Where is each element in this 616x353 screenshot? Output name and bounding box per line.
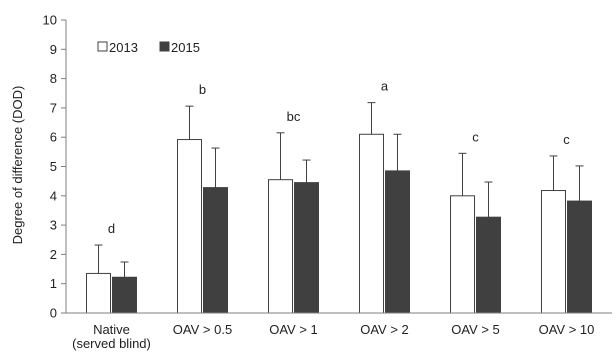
bar-series: d b bc a c c <box>86 79 592 314</box>
x-tick-label: OAV > 0.5 <box>173 322 232 337</box>
bar-2015 <box>294 182 319 314</box>
legend-label: 2015 <box>171 40 200 55</box>
bar-2013 <box>359 133 384 314</box>
bar-2015 <box>203 187 228 314</box>
legend: 2013 2015 <box>97 40 200 55</box>
y-tick-label: 9 <box>50 42 57 57</box>
y-tick-label: 1 <box>50 276 57 291</box>
bar-2013 <box>541 190 566 314</box>
y-tick-label: 7 <box>50 100 57 115</box>
legend-swatch-2013 <box>97 41 108 52</box>
bar-2015 <box>567 200 592 314</box>
bar-2015 <box>476 216 501 314</box>
x-tick-label: OAV > 2 <box>360 322 409 337</box>
y-tick-label: 8 <box>50 71 57 86</box>
x-axis: Native(served blind) OAV > 0.5 OAV > 1 OAV … <box>66 312 612 351</box>
bar-2013 <box>268 179 293 314</box>
bar-2015 <box>112 276 137 314</box>
y-tick-label: 2 <box>50 247 57 262</box>
x-tick-label: OAV > 5 <box>451 322 500 337</box>
x-tick-label: (served blind) <box>72 336 151 351</box>
y-tick-label: 10 <box>43 13 57 28</box>
y-tick-label: 0 <box>50 306 57 321</box>
y-tick-label: 5 <box>50 159 57 174</box>
y-axis-title: Degree of difference (DOD) <box>10 86 25 245</box>
bar-2013 <box>86 272 111 314</box>
y-tick-label: 6 <box>50 130 57 145</box>
legend-swatch-2015 <box>159 41 170 52</box>
x-tick-label: OAV > 1 <box>269 322 318 337</box>
significance-label: d <box>108 221 115 236</box>
bar-2013 <box>450 195 475 314</box>
y-tick-label: 4 <box>50 188 57 203</box>
y-axis: 0 1 2 3 4 5 6 7 8 9 10 <box>43 13 67 321</box>
significance-label: b <box>199 82 206 97</box>
significance-label: c <box>563 132 570 147</box>
bar-2013 <box>177 139 202 314</box>
bar-2015 <box>385 170 410 314</box>
y-tick-label: 3 <box>50 218 57 233</box>
significance-label: a <box>381 79 389 94</box>
significance-label: bc <box>287 109 301 124</box>
x-tick-label: Native <box>93 322 130 337</box>
x-tick-label: OAV > 10 <box>539 322 595 337</box>
significance-label: c <box>472 129 479 144</box>
legend-label: 2013 <box>109 40 138 55</box>
